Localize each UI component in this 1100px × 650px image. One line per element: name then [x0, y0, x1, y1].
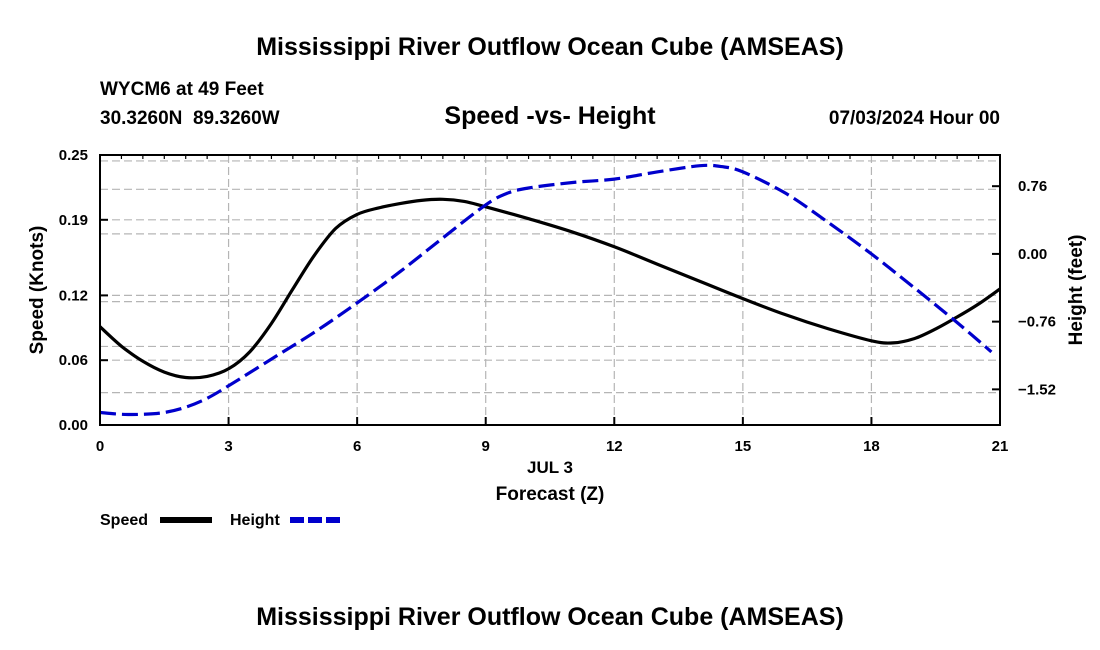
y-left-tick-label-2: 0.12	[59, 287, 88, 304]
y-right-tick-label-3: 0.76	[1018, 178, 1047, 195]
x-axis-date: JUL 3	[527, 458, 573, 477]
y-left-tick-label-4: 0.25	[59, 147, 88, 164]
x-tick-label-3: 3	[224, 438, 232, 455]
y-axis-right-title: Height (feet)	[1066, 235, 1087, 346]
x-tick-label-21: 21	[992, 438, 1009, 455]
x-tick-label-6: 6	[353, 438, 361, 455]
chart-subtitle: Speed -vs- Height	[444, 102, 656, 130]
x-tick-label-18: 18	[863, 438, 880, 455]
y-right-tick-label-2: 0.00	[1018, 246, 1047, 263]
series-layer	[98, 163, 1001, 417]
station-coordinates: 30.3260N 89.3260W	[100, 108, 280, 129]
plot-frame	[99, 154, 1001, 426]
series-line-height	[99, 163, 993, 417]
page-title-top: Mississippi River Outflow Ocean Cube (AM…	[256, 33, 844, 61]
x-axis-title: Forecast (Z)	[496, 484, 605, 505]
series-line-speed	[98, 197, 1001, 380]
forecast-datetime: 07/03/2024 Hour 00	[829, 108, 1000, 129]
y-axis-left-title: Speed (Knots)	[27, 226, 48, 355]
page-title-bottom: Mississippi River Outflow Ocean Cube (AM…	[256, 603, 844, 631]
station-label: WYCM6 at 49 Feet	[100, 79, 264, 100]
x-tick-label-9: 9	[482, 438, 490, 455]
axes-layer: 0 3 6 9 12 15 18 21 0.00 0.06 0.12 0.19 0.25 −1.52 −0.…	[59, 147, 1056, 455]
x-tick-label-12: 12	[606, 438, 623, 455]
grid-lines	[100, 155, 1000, 425]
legend-label-height: Height	[230, 512, 280, 529]
x-tick-label-0: 0	[96, 438, 104, 455]
y-left-tick-label-0: 0.00	[59, 417, 88, 434]
y-right-tick-label-1: −0.76	[1018, 314, 1056, 331]
y-right-tick-label-0: −1.52	[1018, 381, 1056, 398]
y-left-tick-label-3: 0.19	[59, 212, 88, 229]
y-left-tick-label-1: 0.06	[59, 352, 88, 369]
legend-label-speed: Speed	[100, 512, 148, 529]
x-tick-label-15: 15	[735, 438, 752, 455]
legend: Speed Height	[100, 512, 342, 529]
